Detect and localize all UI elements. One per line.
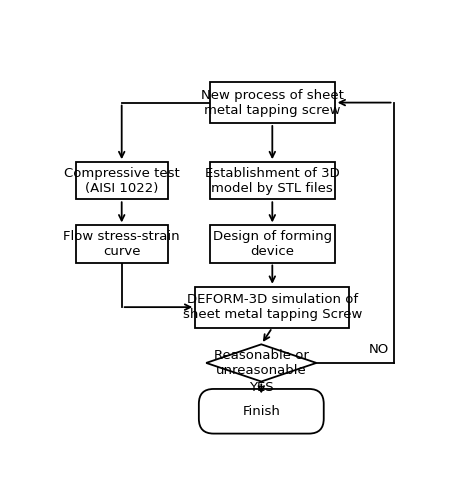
Text: NO: NO	[369, 343, 389, 356]
FancyBboxPatch shape	[76, 162, 168, 199]
Text: Establishment of 3D
model by STL files: Establishment of 3D model by STL files	[205, 167, 340, 195]
FancyBboxPatch shape	[210, 162, 335, 199]
Text: YES: YES	[249, 381, 273, 394]
FancyBboxPatch shape	[76, 225, 168, 262]
FancyBboxPatch shape	[210, 225, 335, 262]
Text: Reasonable or
unreasonable: Reasonable or unreasonable	[214, 349, 309, 377]
FancyBboxPatch shape	[210, 82, 335, 123]
Text: DEFORM-3D simulation of
sheet metal tapping Screw: DEFORM-3D simulation of sheet metal tapp…	[182, 293, 362, 321]
Text: Finish: Finish	[242, 405, 280, 418]
Text: Compressive test
(AISI 1022): Compressive test (AISI 1022)	[64, 167, 180, 195]
Text: New process of sheet
metal tapping screw: New process of sheet metal tapping screw	[201, 88, 344, 116]
FancyBboxPatch shape	[195, 287, 349, 327]
Polygon shape	[206, 344, 317, 382]
FancyBboxPatch shape	[199, 389, 324, 434]
Text: Flow stress-strain
curve: Flow stress-strain curve	[64, 230, 180, 258]
Text: Design of forming
device: Design of forming device	[213, 230, 332, 258]
